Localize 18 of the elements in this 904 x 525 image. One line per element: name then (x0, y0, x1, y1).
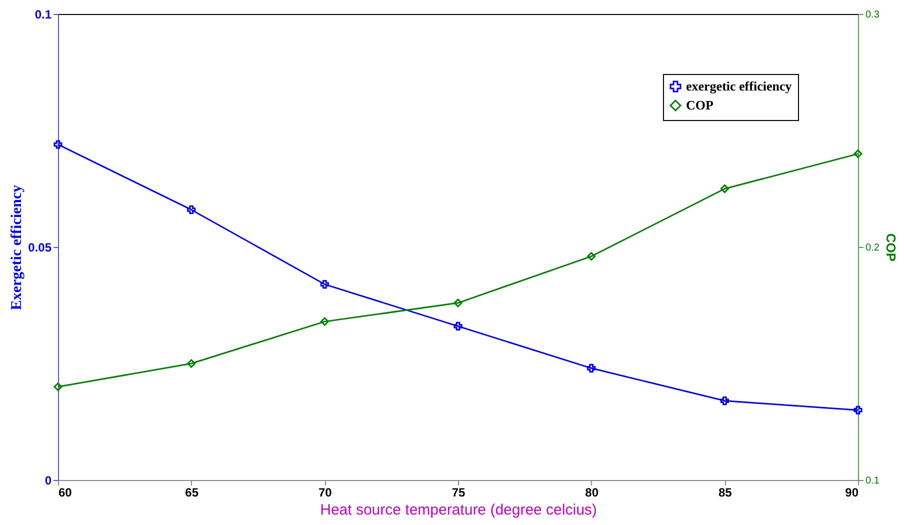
legend-label: COP (686, 98, 714, 112)
y2-tick-label: 0.3 (866, 10, 880, 20)
y2-tick-label: 0.1 (866, 476, 880, 486)
x-tick-label: 85 (718, 486, 732, 500)
x-tick-label: 80 (585, 486, 599, 500)
x-axis-title: Heat source temperature (degree celcius) (320, 502, 597, 518)
x-tick-label: 90 (845, 486, 859, 500)
y2-tick-label: 0.2 (866, 242, 880, 254)
y-tick-label: 0.05 (28, 240, 52, 254)
y-axis-title: Exergetic efficiency (9, 184, 26, 310)
x-tick-label: 70 (318, 486, 332, 500)
legend-label: exergetic efficiency (686, 78, 792, 94)
y2-axis-title: COP (883, 233, 898, 262)
x-tick-label: 60 (58, 486, 72, 500)
x-tick-label: 75 (452, 486, 466, 500)
y-tick-label: 0 (44, 474, 52, 488)
x-tick-label: 65 (185, 486, 199, 500)
y-tick-label: 0.1 (34, 8, 52, 22)
